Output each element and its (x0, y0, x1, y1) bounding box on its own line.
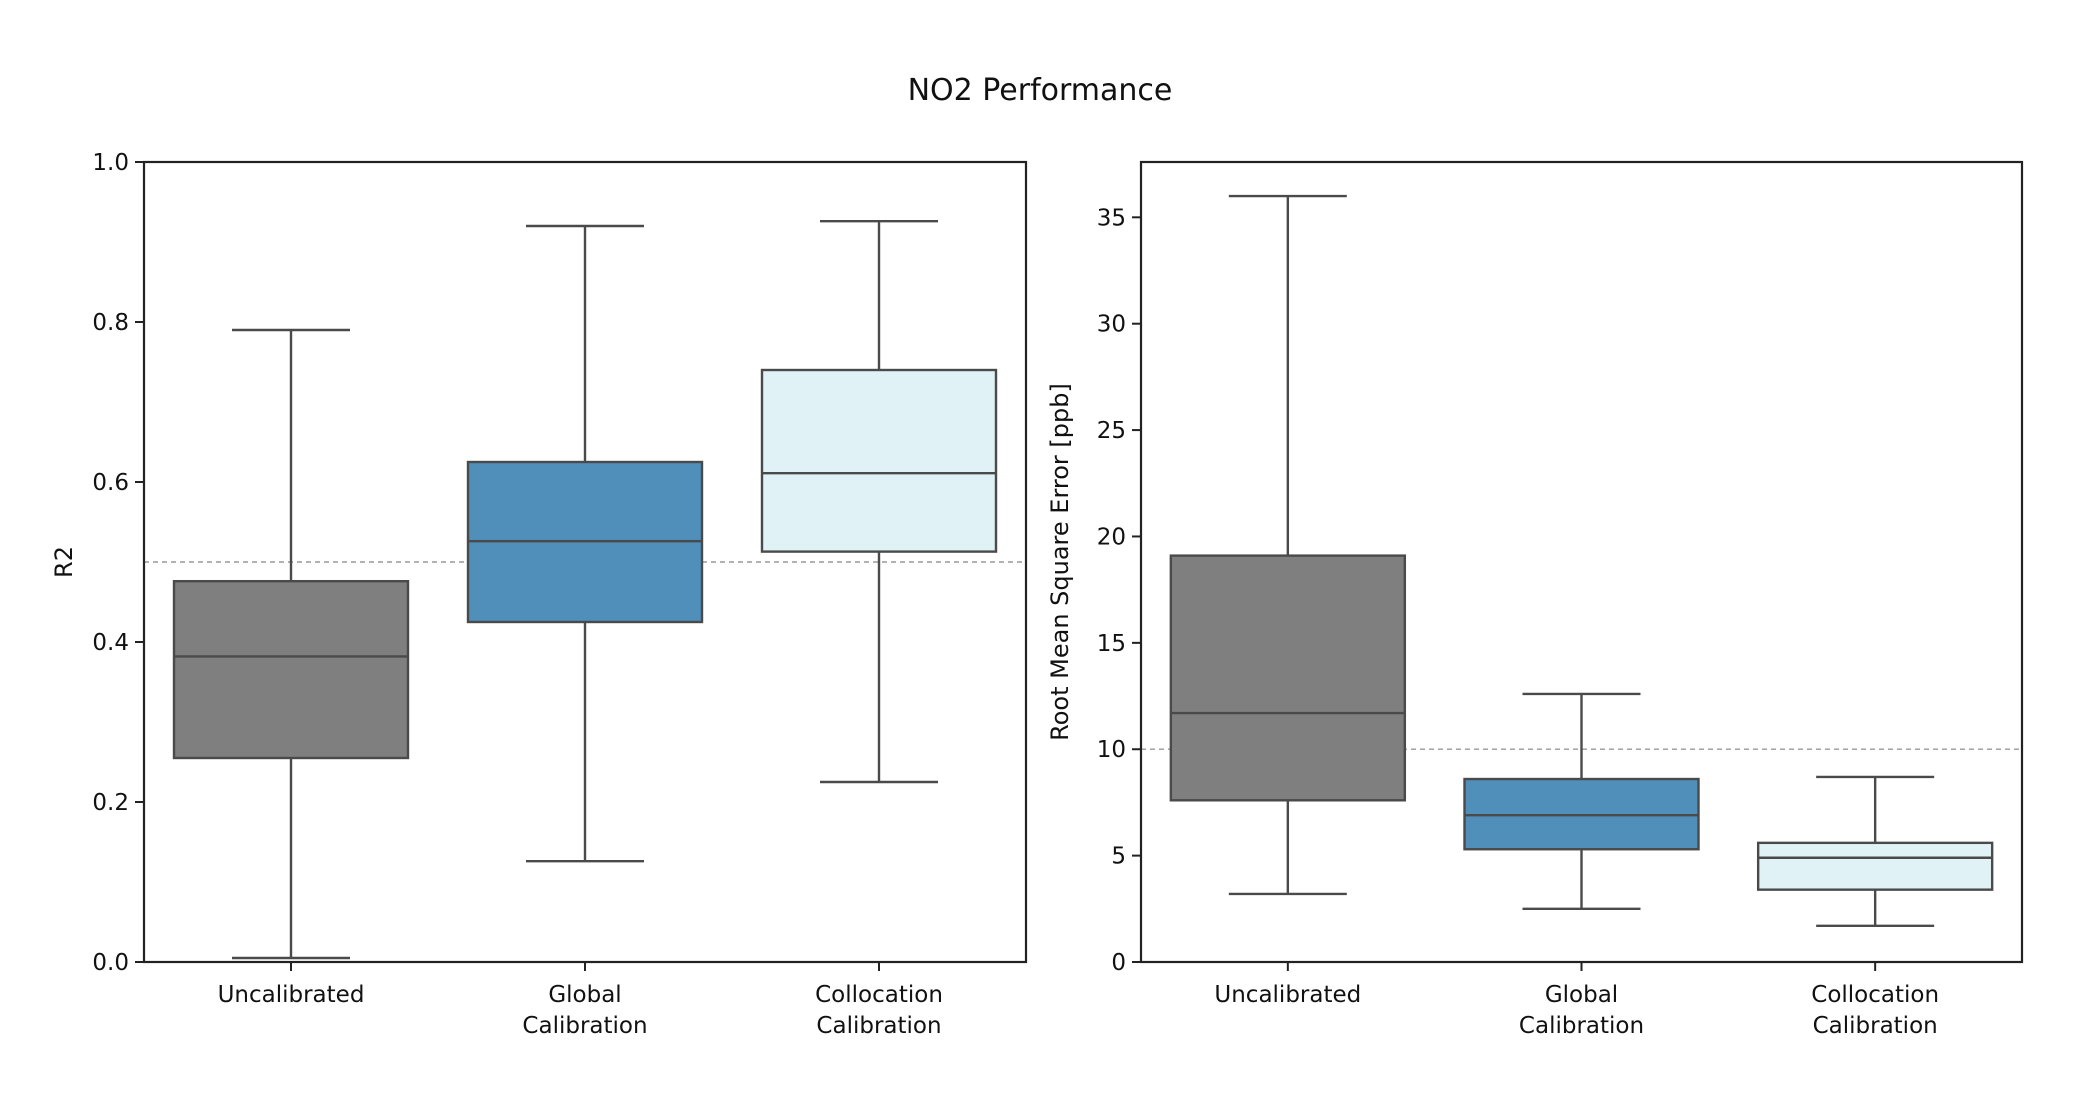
y-tick-label: 0.6 (92, 470, 129, 496)
rmse-boxplot-panel: 0 5 10 15 20 25 30 35 Uncalibrated Global Calibrat… (1046, 160, 2024, 1039)
y-tick-label: 10 (1097, 737, 1126, 763)
box-1 (466, 224, 704, 863)
x-tick-label: Uncalibrated (1214, 982, 1361, 1008)
r2-boxplot-panel: 0.0 0.2 0.4 0.6 0.8 1.0 Uncalibrated Global Cali… (50, 150, 1028, 1039)
y-tick-label: 15 (1097, 631, 1126, 657)
y-tick-label: 30 (1097, 312, 1126, 338)
box-0 (1169, 194, 1407, 896)
y-tick-label: 0.2 (92, 790, 129, 816)
box-0 (172, 328, 410, 960)
box-2 (1756, 775, 1994, 928)
y-tick-label: 20 (1097, 524, 1126, 550)
box-2 (760, 219, 998, 784)
y-tick-label: 0.4 (92, 630, 129, 656)
iqr-box (760, 368, 998, 553)
iqr-box (172, 580, 410, 760)
y-tick-label: 1.0 (92, 150, 129, 176)
x-tick-label: Global Calibration (1519, 982, 1644, 1039)
iqr-box (1169, 554, 1407, 802)
figure-title: NO2 Performance (908, 73, 1173, 108)
y-tick-label: 35 (1097, 205, 1126, 231)
y-tick-label: 5 (1111, 844, 1126, 870)
y-tick-label: 0.0 (92, 950, 129, 976)
x-tick-label: Collocation Calibration (815, 982, 943, 1039)
y-tick-label: 0 (1111, 950, 1126, 976)
y-tick-label: 0.8 (92, 310, 129, 336)
iqr-box (1756, 841, 1994, 891)
x-tick-label: Global Calibration (522, 982, 647, 1039)
y-axis-label: Root Mean Square Error [ppb] (1046, 383, 1074, 741)
y-axis-label: R2 (50, 546, 78, 578)
x-tick-label: Collocation Calibration (1811, 982, 1939, 1039)
x-tick-label: Uncalibrated (218, 982, 365, 1008)
box-1 (1463, 692, 1700, 911)
y-tick-label: 25 (1097, 418, 1126, 444)
